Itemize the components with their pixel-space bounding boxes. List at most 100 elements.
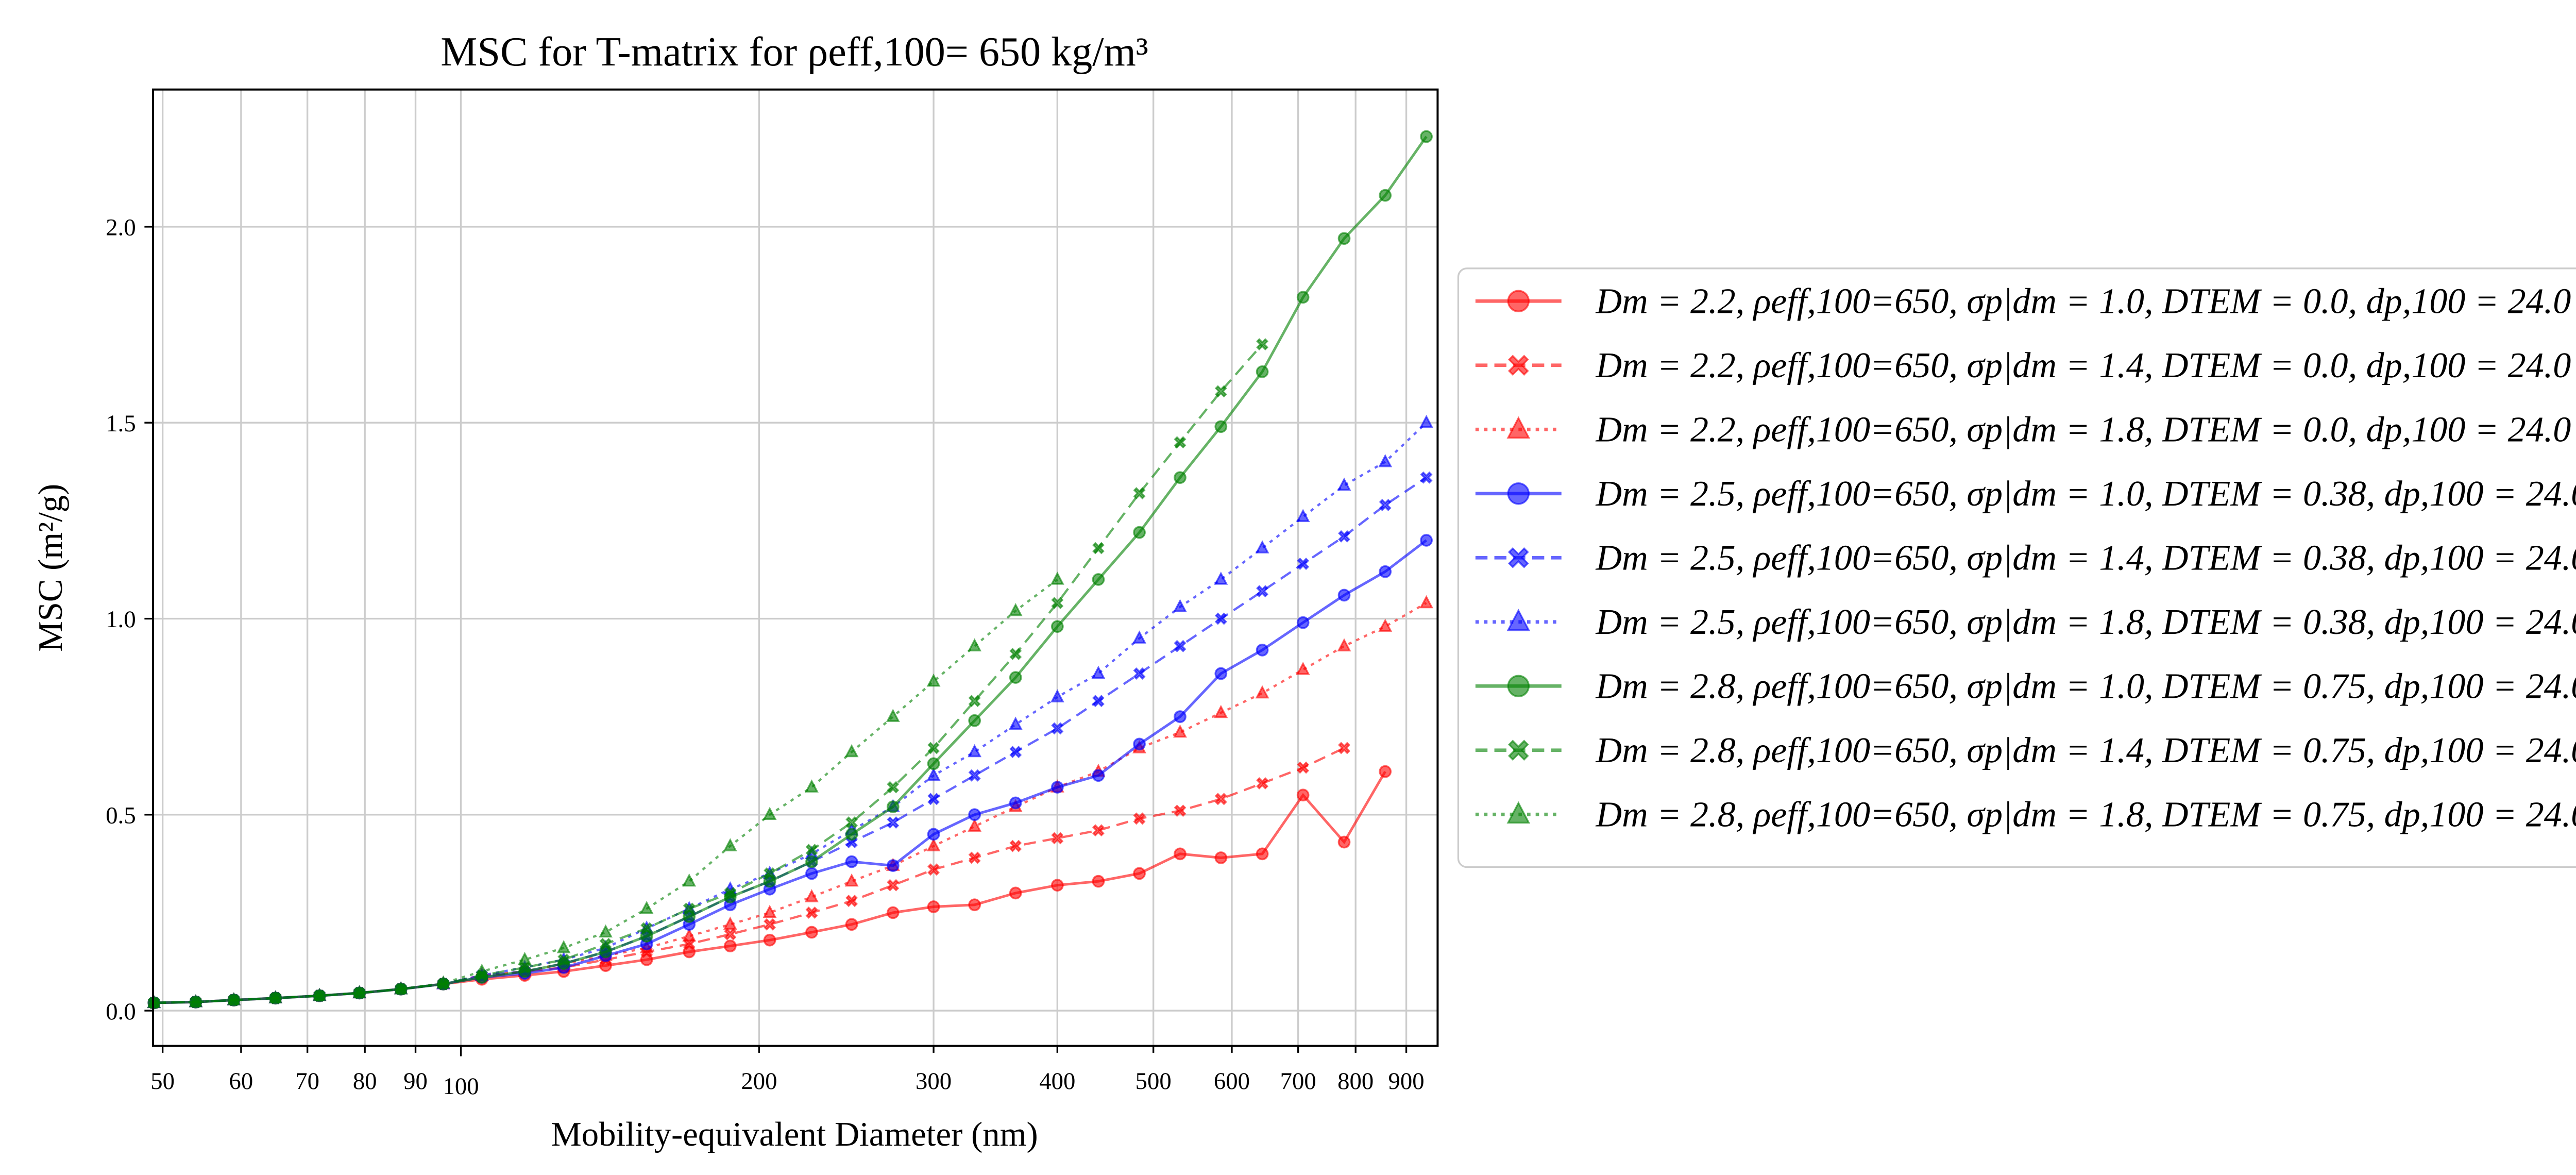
marker: [1338, 742, 1350, 754]
marker: [1337, 589, 1351, 602]
marker: [886, 709, 900, 722]
marker: [724, 886, 737, 899]
marker: [805, 779, 819, 793]
marker: [1214, 420, 1228, 433]
marker: [763, 933, 776, 947]
marker: [1379, 498, 1392, 511]
marker: [762, 904, 777, 918]
marker: [968, 769, 981, 782]
marker: [886, 859, 900, 872]
marker: [1174, 471, 1187, 484]
marker: [845, 918, 858, 931]
marker: [805, 855, 818, 868]
marker: [1174, 804, 1187, 817]
marker: [805, 906, 818, 919]
marker: [968, 714, 981, 727]
marker: [682, 928, 697, 942]
marker: [640, 922, 653, 935]
legend-label: Dm = 2.8, ρeff,100=650, σp|dm = 1.4, DTE…: [1595, 731, 2576, 770]
marker: [1337, 232, 1351, 245]
marker: [1174, 710, 1187, 723]
marker: [723, 838, 737, 851]
marker: [683, 937, 696, 950]
series-line: [154, 422, 1428, 1004]
marker: [1379, 765, 1392, 778]
x-axis-label: Mobility-equivalent Diameter (nm): [551, 1116, 1038, 1153]
marker: [1255, 685, 1269, 699]
x-tick-label: 80: [353, 1068, 377, 1095]
marker: [1337, 638, 1351, 651]
y-tick-label: 0.5: [106, 802, 135, 829]
marker: [312, 987, 327, 1001]
axes-frame: [152, 88, 1439, 1047]
marker: [1506, 801, 1531, 824]
marker: [845, 828, 858, 841]
marker: [1051, 832, 1064, 845]
marker: [724, 928, 737, 941]
marker: [1256, 585, 1269, 598]
y-tick-label: 1.5: [106, 410, 135, 437]
x-tick-label: 600: [1214, 1068, 1250, 1095]
marker: [927, 742, 940, 754]
marker: [1009, 647, 1022, 660]
marker: [1173, 599, 1187, 612]
marker: [926, 673, 941, 687]
marker: [723, 939, 737, 952]
marker: [1507, 482, 1530, 505]
marker: [968, 744, 982, 758]
marker: [887, 816, 900, 829]
marker: [1214, 793, 1227, 805]
marker: [968, 818, 982, 832]
marker: [1009, 746, 1022, 759]
marker: [1214, 667, 1228, 680]
marker: [268, 990, 283, 1003]
series-line: [154, 343, 1263, 1004]
marker: [1051, 722, 1064, 735]
marker: [682, 873, 697, 887]
marker: [1214, 612, 1227, 625]
marker: [764, 867, 776, 880]
marker: [1420, 471, 1433, 484]
marker: [886, 906, 900, 919]
y-axis-label: MSC (m²/g): [32, 484, 70, 652]
marker: [844, 744, 859, 758]
legend-entries: Dm = 2.2, ρeff,100=650, σp|dm = 1.0, DTE…: [1475, 282, 2576, 835]
marker: [1174, 847, 1187, 861]
x-tick-label: 400: [1039, 1068, 1075, 1095]
marker: [1337, 477, 1351, 491]
marker: [927, 863, 940, 876]
y-tick-label: 2.0: [106, 214, 135, 241]
marker: [1008, 716, 1023, 730]
marker: [927, 757, 940, 770]
marker: [1050, 689, 1064, 702]
marker: [1507, 290, 1530, 312]
marker: [1174, 640, 1187, 652]
marker: [1214, 572, 1228, 585]
series-line: [154, 476, 1427, 1004]
x-tick-label: 300: [916, 1068, 952, 1095]
marker: [1050, 572, 1064, 585]
marker: [1050, 781, 1064, 794]
marker: [1133, 812, 1146, 825]
marker: [1008, 602, 1023, 616]
marker: [886, 800, 900, 813]
marker: [845, 855, 858, 868]
legend-label: Dm = 2.8, ρeff,100=650, σp|dm = 1.0, DTE…: [1595, 667, 2576, 707]
marker: [1092, 695, 1105, 708]
marker: [1379, 189, 1392, 202]
marker: [518, 951, 532, 965]
marker: [1256, 777, 1269, 790]
marker: [805, 844, 818, 857]
marker: [1214, 851, 1228, 864]
marker: [1419, 414, 1434, 428]
marker: [1050, 879, 1064, 892]
marker: [1092, 875, 1105, 888]
marker: [968, 851, 981, 864]
marker: [1296, 616, 1310, 629]
marker: [1092, 573, 1105, 586]
marker: [1051, 597, 1064, 610]
marker: [352, 985, 367, 999]
marker: [805, 926, 818, 939]
marker: [1507, 355, 1529, 376]
marker: [1256, 643, 1269, 657]
